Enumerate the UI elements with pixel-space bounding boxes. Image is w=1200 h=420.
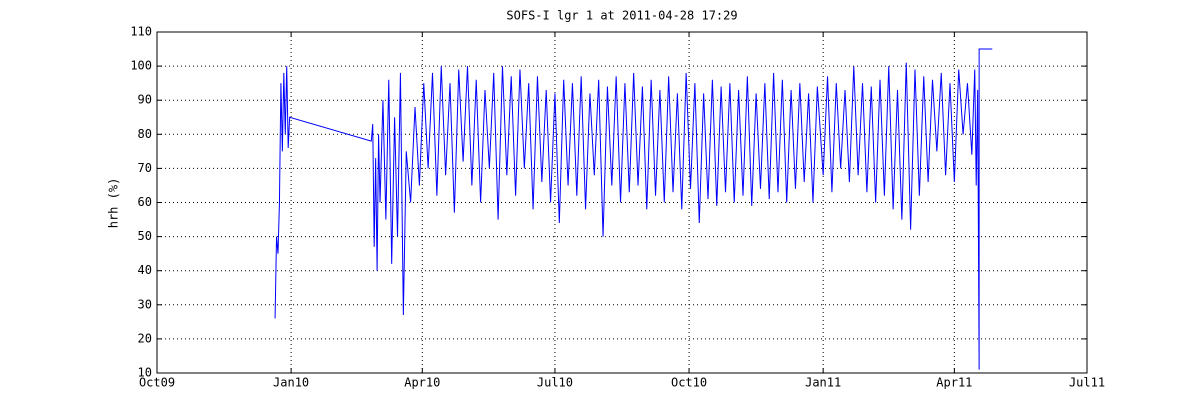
y-tick-label: 40: [138, 263, 152, 277]
y-axis-label: hrh (%): [107, 178, 121, 229]
axes-box: [156, 31, 1088, 374]
x-tick-label: Apr10: [404, 376, 440, 390]
y-tick-label: 50: [138, 229, 152, 243]
y-tick-label: 70: [138, 161, 152, 175]
x-tick-label: Oct09: [139, 376, 175, 390]
x-tick-label: Oct10: [671, 376, 707, 390]
y-tick-label: 90: [138, 93, 152, 107]
y-tick-label: 10: [138, 366, 152, 380]
y-tick-label: 80: [138, 127, 152, 141]
y-tick-label: 20: [138, 331, 152, 345]
x-tick-label: Jul10: [537, 376, 573, 390]
x-tick-label: Jul11: [1069, 376, 1105, 390]
y-tick-label: 100: [130, 59, 152, 73]
data-line: [274, 48, 993, 370]
x-tick-label: Apr11: [936, 376, 972, 390]
x-tick-label: Jan11: [805, 376, 841, 390]
y-tick-label: 30: [138, 297, 152, 311]
y-tick-label: 110: [130, 25, 152, 39]
x-tick-label: Jan10: [273, 376, 309, 390]
chart-title: SOFS-I lgr 1 at 2011-04-28 17:29: [506, 9, 737, 23]
y-tick-label: 60: [138, 195, 152, 209]
